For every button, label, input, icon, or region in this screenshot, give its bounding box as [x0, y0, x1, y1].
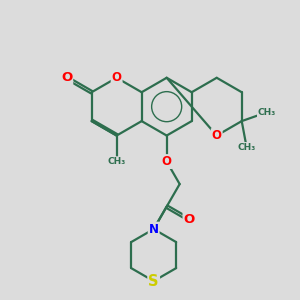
Text: CH₃: CH₃	[107, 157, 126, 166]
Text: O: O	[162, 155, 172, 168]
Text: O: O	[184, 213, 195, 226]
Text: O: O	[61, 71, 72, 84]
Text: O: O	[112, 71, 122, 84]
Text: S: S	[148, 274, 159, 289]
Text: N: N	[149, 223, 159, 236]
Text: CH₃: CH₃	[238, 143, 256, 152]
Text: O: O	[212, 129, 222, 142]
Text: CH₃: CH₃	[258, 108, 276, 117]
